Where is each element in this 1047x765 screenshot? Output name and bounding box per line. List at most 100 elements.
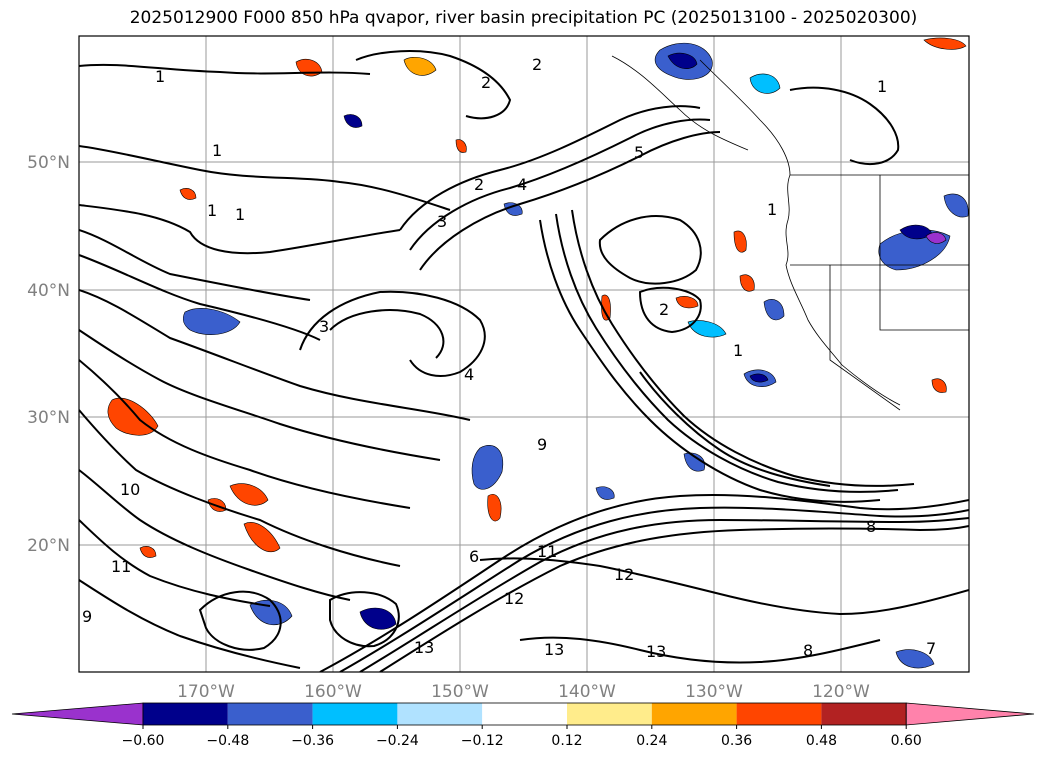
positive-patch [139, 546, 157, 558]
contour-label: 1 [212, 141, 222, 160]
contour-label: 2 [474, 175, 484, 194]
plot-frame [78, 35, 970, 673]
map-plot-area: 1 1 1 1 1 1 1 2 2 2 2 3 3 4 4 5 6 8 9 10… [79, 36, 969, 672]
contour-label: 4 [517, 175, 527, 194]
contour-label: 13 [414, 638, 434, 657]
contour-label: 12 [614, 565, 634, 584]
coastline-borders [611, 55, 969, 411]
contour-labels: 1 1 1 1 1 1 1 2 2 2 2 3 3 4 4 5 6 8 9 10… [82, 55, 936, 661]
contour-label: 1 [877, 77, 887, 96]
colorbar-tick-label: 0.48 [806, 733, 837, 749]
positive-patch [931, 378, 947, 393]
colorbar-tick-label: 0.12 [551, 733, 582, 749]
colorbar-tick-label: −0.36 [291, 733, 334, 749]
contour-label: 2 [659, 300, 669, 319]
negative-patch [343, 114, 363, 128]
colorbar-segments [11, 702, 1035, 726]
contour-label: 1 [207, 201, 217, 220]
negative-patch [763, 299, 785, 321]
qvapor-contours [79, 50, 969, 672]
contour-label: 12 [504, 589, 524, 608]
contour-label: 9 [537, 435, 547, 454]
negative-patch [471, 444, 504, 490]
positive-patch [601, 294, 611, 321]
contour-label: 3 [319, 317, 329, 336]
colorbar-segment [143, 703, 228, 725]
contour-label: 13 [544, 640, 564, 659]
positive-patch [179, 188, 197, 200]
colorbar-segment [736, 703, 822, 725]
colorbar-segment [482, 703, 567, 725]
contour-label: 8 [866, 517, 876, 536]
lon-label: 140°W [558, 682, 616, 702]
negative-patch [249, 600, 293, 626]
colorbar-tick-label: −0.60 [122, 733, 165, 749]
contour-label: 10 [120, 480, 140, 499]
negative-patch [359, 607, 397, 630]
colorbar-tick-label: 0.36 [721, 733, 752, 749]
precip-anomaly-patches [107, 37, 969, 669]
positive-patch [229, 483, 269, 506]
positive-patch [739, 274, 755, 292]
contour-label: 2 [481, 73, 491, 92]
negative-patch [925, 232, 947, 244]
lon-label: 120°W [812, 682, 870, 702]
colorbar-segment [397, 703, 483, 725]
colorbar: −0.60 −0.48 −0.36 −0.24 −0.12 0.12 0.24 0.36 0.4… [11, 702, 1035, 749]
negative-patch [895, 649, 935, 669]
contour-label: 6 [469, 547, 479, 566]
contour-label: 3 [437, 212, 447, 231]
positive-patch [733, 230, 747, 253]
contour-label: 8 [803, 641, 813, 660]
negative-patch [503, 202, 523, 216]
lat-label: 50°N [27, 153, 70, 173]
positive-patch [675, 296, 699, 309]
contour-label: 7 [926, 639, 936, 658]
positive-patch [487, 494, 502, 522]
contour-label: 11 [111, 557, 131, 576]
lat-label: 20°N [27, 536, 70, 556]
contour-label: 11 [537, 542, 557, 561]
positive-patch [107, 397, 159, 436]
contour-label: 1 [235, 205, 245, 224]
contour-label: 1 [733, 341, 743, 360]
negative-patch [683, 452, 706, 472]
lon-label: 170°W [177, 682, 235, 702]
negative-patch [943, 193, 969, 218]
contour-label: 13 [646, 642, 666, 661]
positive-patch [455, 139, 467, 153]
colorbar-segment [821, 703, 907, 725]
lon-label: 160°W [304, 682, 362, 702]
colorbar-segment [651, 703, 737, 725]
lat-label: 30°N [27, 408, 70, 428]
colorbar-outline [142, 702, 907, 726]
lon-label: 130°W [685, 682, 743, 702]
contour-label: 1 [155, 67, 165, 86]
figure-title: 2025012900 F000 850 hPa qvapor, river ba… [129, 8, 918, 28]
colorbar-extend-high [905, 702, 1035, 726]
contour-label: 4 [464, 365, 474, 384]
lat-label: 40°N [27, 281, 70, 301]
negative-patch [749, 373, 769, 383]
negative-patch [595, 486, 615, 500]
negative-patch [667, 52, 698, 69]
contour-label: 1 [767, 200, 777, 219]
contour-label: 5 [634, 143, 644, 162]
positive-patch [243, 522, 281, 553]
contour-label: 9 [82, 607, 92, 626]
colorbar-tick-label: 0.24 [636, 733, 667, 749]
contour-label: 2 [532, 55, 542, 74]
latitude-labels: 50°N 40°N 30°N 20°N [27, 153, 70, 556]
positive-patch [403, 57, 437, 76]
colorbar-tick-label: 0.60 [891, 733, 922, 749]
colorbar-tick-label: −0.12 [461, 733, 504, 749]
colorbar-segment [567, 703, 652, 725]
colorbar-ticks: −0.60 −0.48 −0.36 −0.24 −0.12 0.12 0.24 0.36 0.4… [122, 725, 922, 749]
negative-patch [687, 320, 727, 338]
longitude-labels: 170°W 160°W 150°W 140°W 130°W 120°W [177, 682, 870, 702]
colorbar-segment [227, 703, 313, 725]
colorbar-tick-label: −0.24 [376, 733, 419, 749]
colorbar-extend-low [11, 702, 144, 726]
negative-patch [182, 308, 241, 335]
negative-patch [749, 73, 781, 94]
